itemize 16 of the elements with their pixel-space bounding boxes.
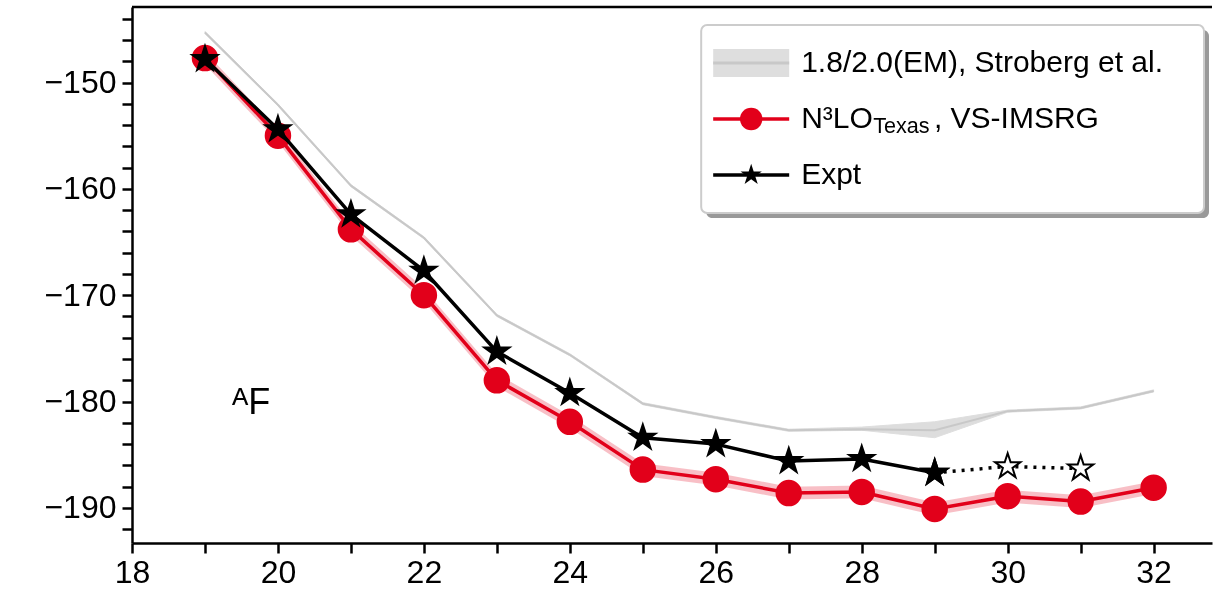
y-tick-label: −160 (44, 170, 117, 207)
legend-label: Expt (801, 157, 862, 190)
y-tick-label: −150 (44, 64, 117, 101)
x-tick-label: 18 (114, 553, 151, 590)
x-tick-label: 24 (552, 553, 589, 590)
x-tick-label: 26 (698, 553, 735, 590)
x-tick-label: 22 (406, 553, 443, 590)
x-tick-label: 32 (1136, 553, 1172, 590)
x-tick-label: 28 (844, 553, 881, 590)
x-tick-label: 20 (260, 553, 297, 590)
y-tick-label: −170 (44, 276, 117, 313)
y-tick-label: −180 (44, 383, 117, 420)
y-tick-label: −190 (44, 489, 117, 526)
legend-label: 1.8/2.0(EM), Stroberg et al. (801, 45, 1164, 78)
annotation: ᴬF (231, 381, 271, 422)
x-tick-label: 30 (990, 553, 1026, 590)
